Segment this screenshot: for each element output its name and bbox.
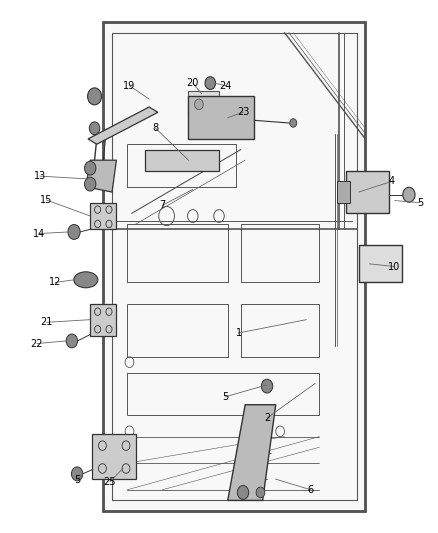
Polygon shape bbox=[86, 160, 117, 192]
Text: 20: 20 bbox=[187, 78, 199, 88]
Text: 22: 22 bbox=[31, 338, 43, 349]
Polygon shape bbox=[88, 107, 158, 144]
Polygon shape bbox=[188, 96, 254, 139]
Text: 5: 5 bbox=[223, 392, 229, 402]
Circle shape bbox=[66, 334, 78, 348]
Circle shape bbox=[261, 379, 273, 393]
Polygon shape bbox=[188, 91, 219, 118]
Text: 14: 14 bbox=[33, 229, 45, 239]
Polygon shape bbox=[346, 171, 389, 213]
Circle shape bbox=[403, 187, 415, 202]
Text: 4: 4 bbox=[389, 176, 395, 187]
Text: 10: 10 bbox=[388, 262, 400, 271]
Circle shape bbox=[237, 486, 249, 499]
Circle shape bbox=[290, 119, 297, 127]
Circle shape bbox=[71, 467, 83, 481]
Text: 8: 8 bbox=[152, 123, 159, 133]
Text: 12: 12 bbox=[49, 278, 61, 287]
Circle shape bbox=[89, 122, 100, 135]
Text: 15: 15 bbox=[40, 195, 53, 205]
Polygon shape bbox=[228, 405, 276, 500]
Circle shape bbox=[68, 224, 80, 239]
Text: 1: 1 bbox=[236, 328, 242, 338]
Text: 19: 19 bbox=[124, 81, 136, 91]
Text: 7: 7 bbox=[159, 200, 166, 211]
Circle shape bbox=[205, 77, 215, 90]
Text: 24: 24 bbox=[219, 81, 232, 91]
Text: 13: 13 bbox=[34, 171, 46, 181]
Polygon shape bbox=[90, 304, 117, 336]
Text: 25: 25 bbox=[104, 477, 116, 487]
Circle shape bbox=[256, 487, 265, 498]
Text: 21: 21 bbox=[40, 317, 53, 327]
Polygon shape bbox=[90, 203, 117, 229]
Text: 5: 5 bbox=[74, 475, 80, 485]
Polygon shape bbox=[103, 22, 365, 511]
Circle shape bbox=[194, 99, 203, 110]
Text: 23: 23 bbox=[237, 107, 249, 117]
Polygon shape bbox=[145, 150, 219, 171]
Ellipse shape bbox=[74, 272, 98, 288]
Circle shape bbox=[85, 177, 96, 191]
Polygon shape bbox=[92, 434, 136, 479]
Polygon shape bbox=[337, 181, 350, 203]
Circle shape bbox=[85, 161, 96, 175]
Polygon shape bbox=[359, 245, 403, 282]
Text: 6: 6 bbox=[307, 485, 314, 495]
Circle shape bbox=[88, 88, 102, 105]
Text: 5: 5 bbox=[417, 198, 423, 208]
Text: 2: 2 bbox=[264, 413, 270, 423]
